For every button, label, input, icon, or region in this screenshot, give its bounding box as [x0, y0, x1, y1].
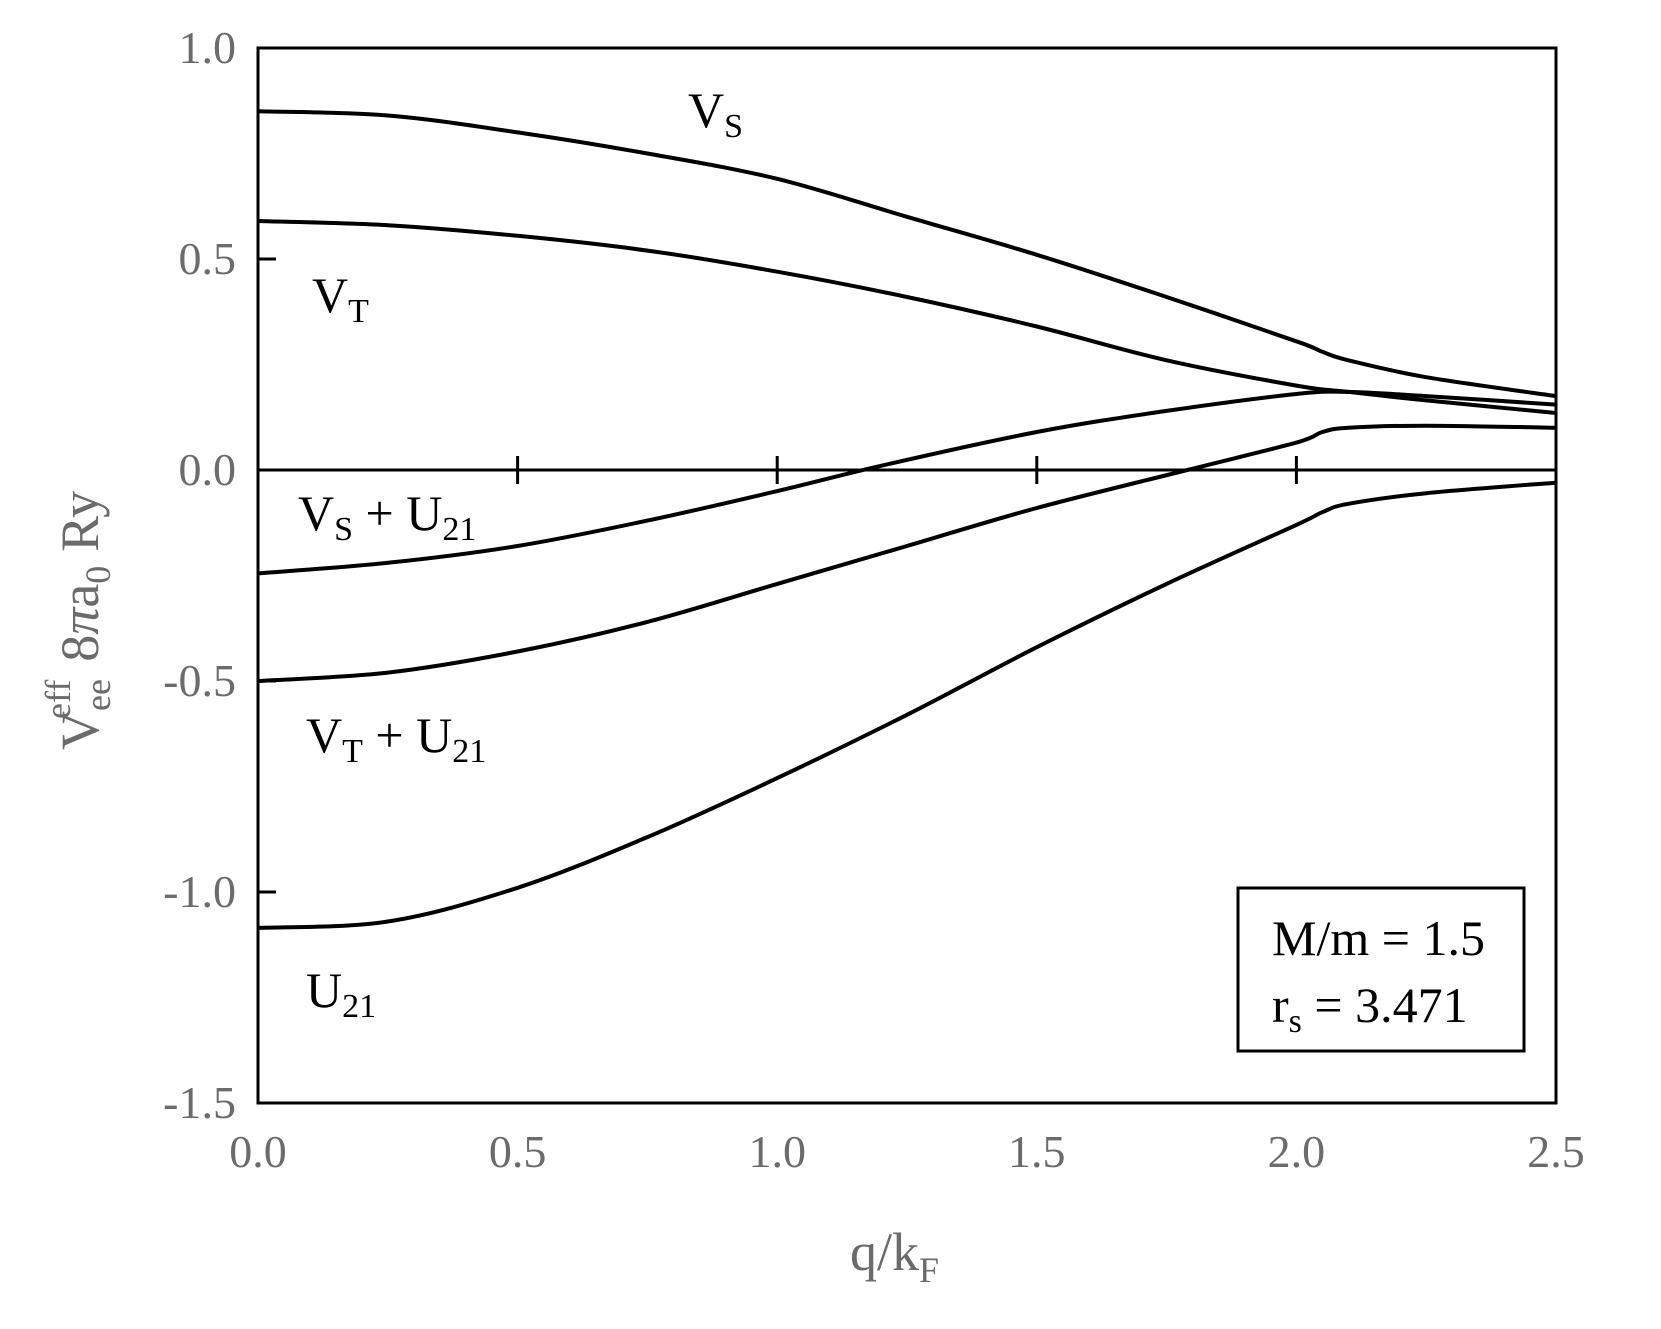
series-line-1 — [257, 219, 1557, 415]
curve-label-vt-u21: VT + U21 — [306, 707, 486, 770]
series-lines — [257, 109, 1557, 930]
x-ticks: 0.0 0.5 1.0 1.5 2.0 2.5 — [229, 456, 1585, 1177]
parameter-mass-ratio: M/m = 1.5 — [1272, 910, 1485, 966]
series-line-0 — [257, 109, 1557, 399]
x-tick-label: 1.5 — [1008, 1126, 1066, 1177]
y-tick-label: 0.0 — [179, 444, 237, 495]
y-tick-label: 1.0 — [179, 22, 237, 73]
parameter-box — [1236, 886, 1526, 1053]
curve-label-vs-u21: VS + U21 — [298, 485, 476, 548]
parameter-rs: rs = 3.471 — [1272, 977, 1468, 1040]
series-line-2 — [257, 389, 1557, 576]
y-tick-label: -0.5 — [163, 655, 236, 706]
curve-label-u21: U21 — [306, 962, 376, 1025]
y-tick-label: -1.5 — [163, 1077, 236, 1128]
x-tick-label: 2.0 — [1268, 1126, 1326, 1177]
y-tick-label: 0.5 — [179, 233, 237, 284]
series-line-4 — [257, 480, 1557, 930]
y-tick-label: -1.0 — [163, 866, 236, 917]
x-axis-title: q/kF — [850, 1222, 939, 1290]
plot-frame — [256, 46, 1558, 1105]
curve-label-vs: VS — [688, 82, 743, 145]
x-tick-label: 1.0 — [748, 1126, 806, 1177]
svg-text:Veeeff8πa0Ry: Veeeff8πa0Ry — [38, 491, 118, 750]
x-tick-label: 2.5 — [1527, 1126, 1585, 1177]
series-line-3 — [257, 423, 1557, 683]
y-ticks: 1.0 0.5 0.0 -0.5 -1.0 -1.5 — [163, 22, 276, 1128]
y-axis-title: Veeeff8πa0Ry — [38, 491, 118, 750]
x-tick-label: 0.0 — [229, 1126, 287, 1177]
x-tick-label: 0.5 — [489, 1126, 547, 1177]
curve-label-vt: VT — [312, 267, 369, 330]
